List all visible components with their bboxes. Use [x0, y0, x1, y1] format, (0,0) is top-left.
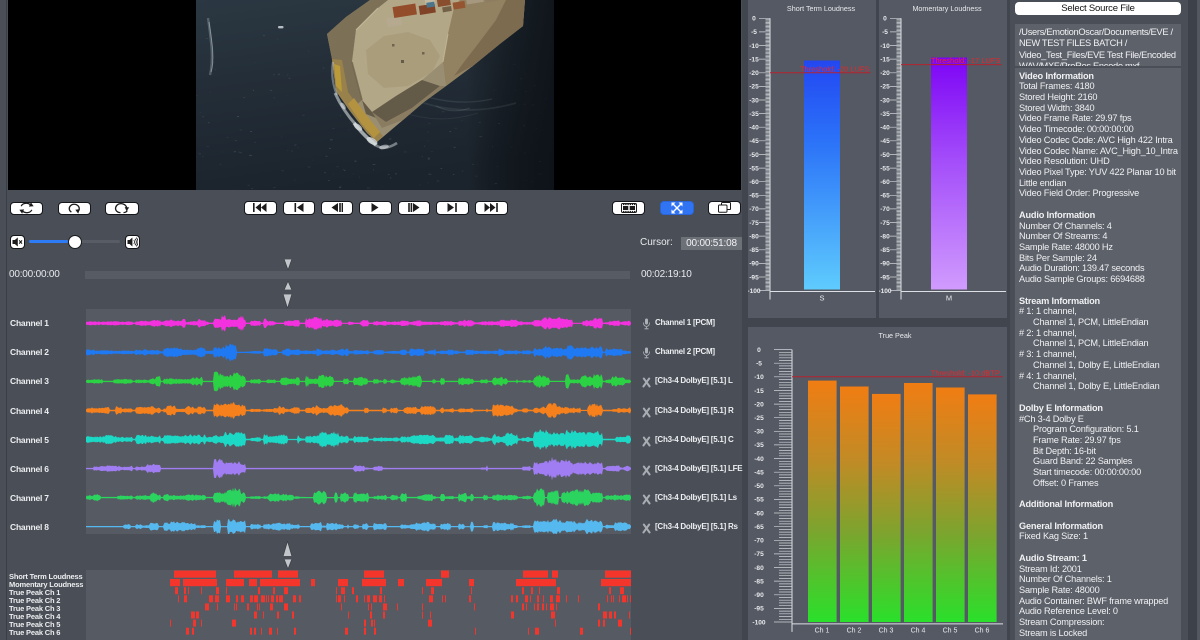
- svg-text:-45: -45: [754, 470, 764, 477]
- svg-text:-75: -75: [749, 220, 759, 227]
- svg-text:-65: -65: [880, 193, 890, 200]
- svg-text:Momentary Loudness: Momentary Loudness: [912, 4, 982, 13]
- svg-text:-75: -75: [754, 551, 764, 558]
- svg-text:-60: -60: [880, 179, 890, 186]
- svg-text:Short Term Loudness: Short Term Loudness: [787, 4, 856, 13]
- svg-text:Ch 2: Ch 2: [847, 627, 862, 634]
- svg-text:-70: -70: [754, 538, 764, 545]
- svg-text:-25: -25: [880, 84, 890, 91]
- svg-text:-100: -100: [748, 288, 761, 295]
- svg-text:-95: -95: [880, 274, 890, 281]
- svg-text:-55: -55: [754, 497, 764, 504]
- svg-text:-10: -10: [880, 43, 890, 50]
- svg-text:Threshold: -10 dBTP: Threshold: -10 dBTP: [931, 368, 1000, 377]
- svg-text:-25: -25: [754, 415, 764, 422]
- svg-text:True Peak: True Peak: [879, 331, 912, 340]
- svg-text:-25: -25: [749, 84, 759, 91]
- svg-text:-90: -90: [749, 261, 759, 268]
- svg-text:-50: -50: [754, 483, 764, 490]
- svg-text:-75: -75: [880, 220, 890, 227]
- svg-text:-80: -80: [880, 233, 890, 240]
- svg-text:-100: -100: [879, 288, 892, 295]
- svg-text:-20: -20: [749, 70, 759, 77]
- svg-text:-55: -55: [880, 165, 890, 172]
- svg-text:-40: -40: [749, 125, 759, 132]
- svg-text:-60: -60: [749, 179, 759, 186]
- svg-text:-30: -30: [754, 429, 764, 436]
- svg-text:-90: -90: [880, 261, 890, 268]
- svg-text:-35: -35: [749, 111, 759, 118]
- svg-text:-70: -70: [749, 206, 759, 213]
- svg-text:0: 0: [883, 16, 887, 23]
- svg-text:-5: -5: [751, 29, 757, 36]
- svg-text:-15: -15: [749, 56, 759, 63]
- svg-text:-85: -85: [749, 247, 759, 254]
- svg-text:-15: -15: [754, 388, 764, 395]
- svg-text:-65: -65: [754, 524, 764, 531]
- svg-text:-30: -30: [749, 97, 759, 104]
- svg-text:-40: -40: [880, 125, 890, 132]
- svg-text:-85: -85: [880, 247, 890, 254]
- svg-text:-35: -35: [880, 111, 890, 118]
- svg-text:0: 0: [757, 347, 761, 354]
- svg-text:-90: -90: [754, 592, 764, 599]
- svg-text:Ch 4: Ch 4: [911, 627, 926, 634]
- svg-text:-70: -70: [880, 206, 890, 213]
- svg-text:Ch 6: Ch 6: [975, 627, 990, 634]
- svg-text:-10: -10: [754, 374, 764, 381]
- svg-text:M: M: [946, 294, 952, 303]
- svg-text:-5: -5: [756, 361, 762, 368]
- svg-text:-100: -100: [752, 619, 766, 626]
- svg-text:-80: -80: [754, 565, 764, 572]
- svg-text:S: S: [819, 294, 824, 303]
- svg-text:Ch 5: Ch 5: [943, 627, 958, 634]
- svg-text:-45: -45: [749, 138, 759, 145]
- svg-text:-80: -80: [749, 233, 759, 240]
- svg-text:-5: -5: [882, 29, 888, 36]
- svg-text:-55: -55: [749, 165, 759, 172]
- svg-text:-45: -45: [880, 138, 890, 145]
- svg-text:-85: -85: [754, 578, 764, 585]
- svg-text:-10: -10: [749, 43, 759, 50]
- svg-text:-35: -35: [754, 442, 764, 449]
- svg-text:-20: -20: [754, 401, 764, 408]
- svg-text:-50: -50: [880, 152, 890, 159]
- svg-text:-40: -40: [754, 456, 764, 463]
- svg-text:Threshold: -17 LUFS: Threshold: -17 LUFS: [931, 56, 1001, 65]
- svg-text:-65: -65: [749, 193, 759, 200]
- svg-text:-30: -30: [880, 97, 890, 104]
- svg-text:Threshold: -20 LUFS: Threshold: -20 LUFS: [800, 64, 870, 73]
- svg-text:-20: -20: [880, 70, 890, 77]
- svg-text:-95: -95: [754, 606, 764, 613]
- svg-text:-50: -50: [749, 152, 759, 159]
- svg-text:-15: -15: [880, 56, 890, 63]
- svg-text:0: 0: [752, 16, 756, 23]
- svg-text:-60: -60: [754, 510, 764, 517]
- svg-text:Ch 3: Ch 3: [879, 627, 894, 634]
- svg-text:-95: -95: [749, 274, 759, 281]
- svg-text:Ch 1: Ch 1: [815, 627, 830, 634]
